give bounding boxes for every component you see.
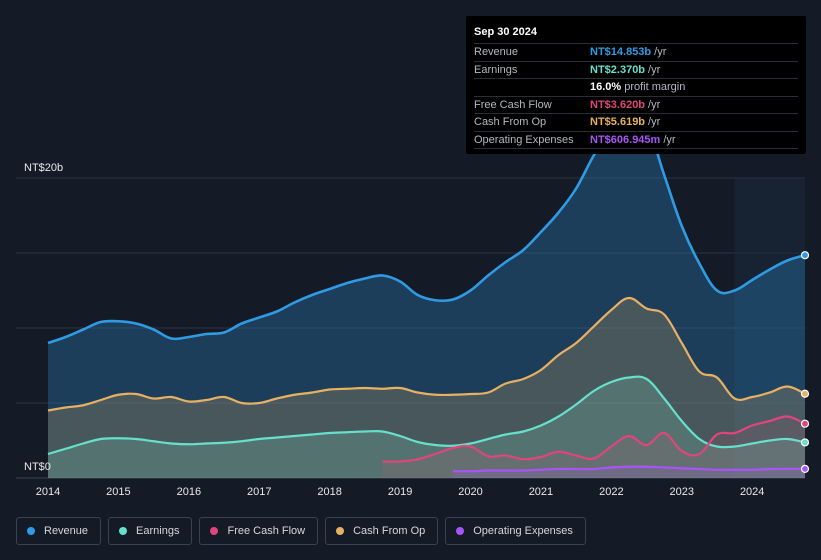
x-tick-label: 2015: [106, 486, 130, 498]
tooltip-row-unit: /yr: [648, 98, 661, 111]
data-tooltip: Sep 30 2024 Revenue NT$14.853b/yr Earnings…: [466, 16, 806, 154]
tooltip-row-label: Operating Expenses: [474, 133, 574, 146]
legend-item-earnings[interactable]: Earnings: [108, 517, 193, 545]
fcf-line: [382, 415, 806, 463]
tooltip-row-label: Revenue: [474, 46, 519, 58]
x-tick-label: 2022: [599, 486, 623, 498]
series-lines: [47, 115, 806, 473]
x-tick-label: 2020: [458, 486, 482, 498]
legend-dot-icon: [119, 527, 128, 535]
tooltip-row-label: [474, 79, 590, 96]
chart-legend: Revenue Earnings Free Cash Flow Cash From O…: [16, 517, 586, 545]
opex-line: [452, 465, 806, 473]
cfo-end-marker[interactable]: [800, 389, 810, 398]
x-tick-label: 2021: [529, 486, 553, 498]
legend-dot-icon: [456, 527, 465, 535]
x-tick-label: 2023: [670, 486, 694, 498]
x-tick-label: 2014: [36, 486, 60, 498]
revenue-line: [47, 115, 806, 345]
tooltip-row-unit: profit margin: [624, 81, 686, 93]
earnings-line: [47, 375, 806, 456]
legend-dot-icon: [210, 527, 219, 535]
cfo-area: [48, 297, 805, 478]
tooltip-row-value: NT$2.370b: [590, 63, 646, 76]
revenue-end-marker[interactable]: [800, 251, 810, 260]
tooltip-row-value: NT$3.620b: [590, 98, 646, 111]
legend-label: Free Cash Flow: [227, 525, 306, 537]
legend-label: Operating Expenses: [473, 525, 573, 537]
fcf-end-marker[interactable]: [800, 419, 810, 428]
legend-label: Earnings: [136, 525, 180, 537]
cfo-line: [47, 296, 806, 412]
opex-area: [452, 466, 805, 478]
series-areas: [48, 116, 805, 479]
tooltip-row-label: Free Cash Flow: [474, 98, 552, 111]
x-tick-label: 2017: [247, 486, 271, 498]
tooltip-row: Operating Expenses NT$606.945m/yr: [474, 132, 798, 149]
tooltip-row-unit: /yr: [648, 116, 661, 128]
tooltip-row: Cash From Op NT$5.619b/yr: [474, 114, 798, 132]
revenue-area: [48, 116, 805, 479]
earnings-area: [48, 376, 805, 478]
tooltip-row-value: NT$14.853b: [590, 46, 652, 58]
fcf-area: [382, 416, 805, 478]
tooltip-row-label: Earnings: [474, 63, 518, 76]
x-tick-label: 2024: [740, 486, 764, 498]
tooltip-row: Earnings NT$2.370b/yr: [474, 62, 798, 79]
x-tick-label: 2018: [317, 486, 341, 498]
tooltip-row: 16.0% profit margin: [474, 79, 798, 97]
tooltip-row-unit: /yr: [648, 63, 661, 76]
y-tick-label: NT$0: [24, 461, 51, 473]
tooltip-row-label: Cash From Op: [474, 116, 547, 128]
legend-dot-icon: [336, 527, 345, 535]
legend-item-revenue[interactable]: Revenue: [16, 517, 102, 545]
legend-label: Cash From Op: [353, 525, 426, 537]
earnings-end-marker[interactable]: [800, 438, 810, 447]
tooltip-row-unit: /yr: [654, 46, 667, 58]
x-tick-label: 2019: [388, 486, 412, 498]
tooltip-row-value: 16.0%: [590, 81, 622, 93]
legend-label: Revenue: [44, 525, 89, 537]
opex-end-marker[interactable]: [800, 464, 810, 473]
tooltip-row-value: NT$606.945m: [590, 133, 661, 146]
legend-dot-icon: [27, 527, 35, 535]
legend-item-cash-from-op[interactable]: Cash From Op: [325, 517, 439, 545]
tooltip-row: Free Cash Flow NT$3.620b/yr: [474, 97, 798, 114]
tooltip-row-value: NT$5.619b: [590, 116, 646, 128]
x-tick-label: 2016: [177, 486, 201, 498]
y-tick-label: NT$20b: [24, 162, 63, 174]
legend-item-operating-expenses[interactable]: Operating Expenses: [445, 517, 586, 545]
tooltip-row-unit: /yr: [663, 133, 676, 146]
tooltip-date: Sep 30 2024: [474, 24, 798, 44]
tooltip-row: Revenue NT$14.853b/yr: [474, 44, 798, 62]
series-end-markers: [800, 251, 810, 473]
axes: NT$20b NT$0 2014 2015 2016 2017 2018 2019 2020 20…: [24, 162, 764, 498]
legend-item-free-cash-flow[interactable]: Free Cash Flow: [199, 517, 319, 545]
